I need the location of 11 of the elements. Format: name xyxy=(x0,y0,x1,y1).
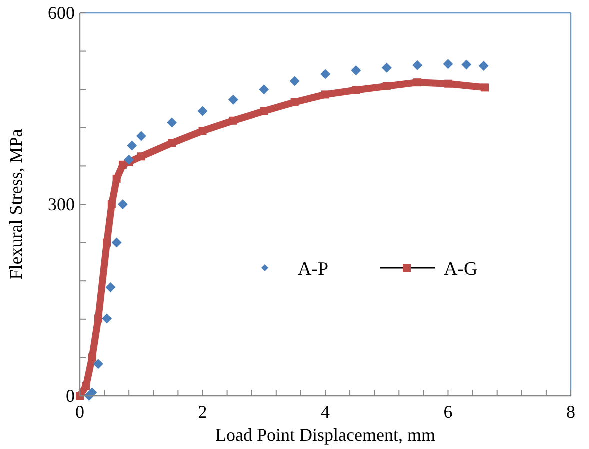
y-tick-label: 600 xyxy=(48,3,75,23)
x-tick-label: 4 xyxy=(321,402,330,422)
legend-label: A-P xyxy=(298,259,329,280)
x-tick-label: 2 xyxy=(198,402,208,422)
y-tick-label: 0 xyxy=(66,386,75,406)
y-tick-label: 300 xyxy=(48,194,75,214)
y-axis-title: Flexural Stress, MPa xyxy=(6,129,26,280)
legend-label: A-G xyxy=(444,259,478,280)
x-tick-label: 8 xyxy=(566,402,576,422)
x-axis-title: Load Point Displacement, mm xyxy=(216,425,436,445)
x-tick-label: 6 xyxy=(444,402,453,422)
